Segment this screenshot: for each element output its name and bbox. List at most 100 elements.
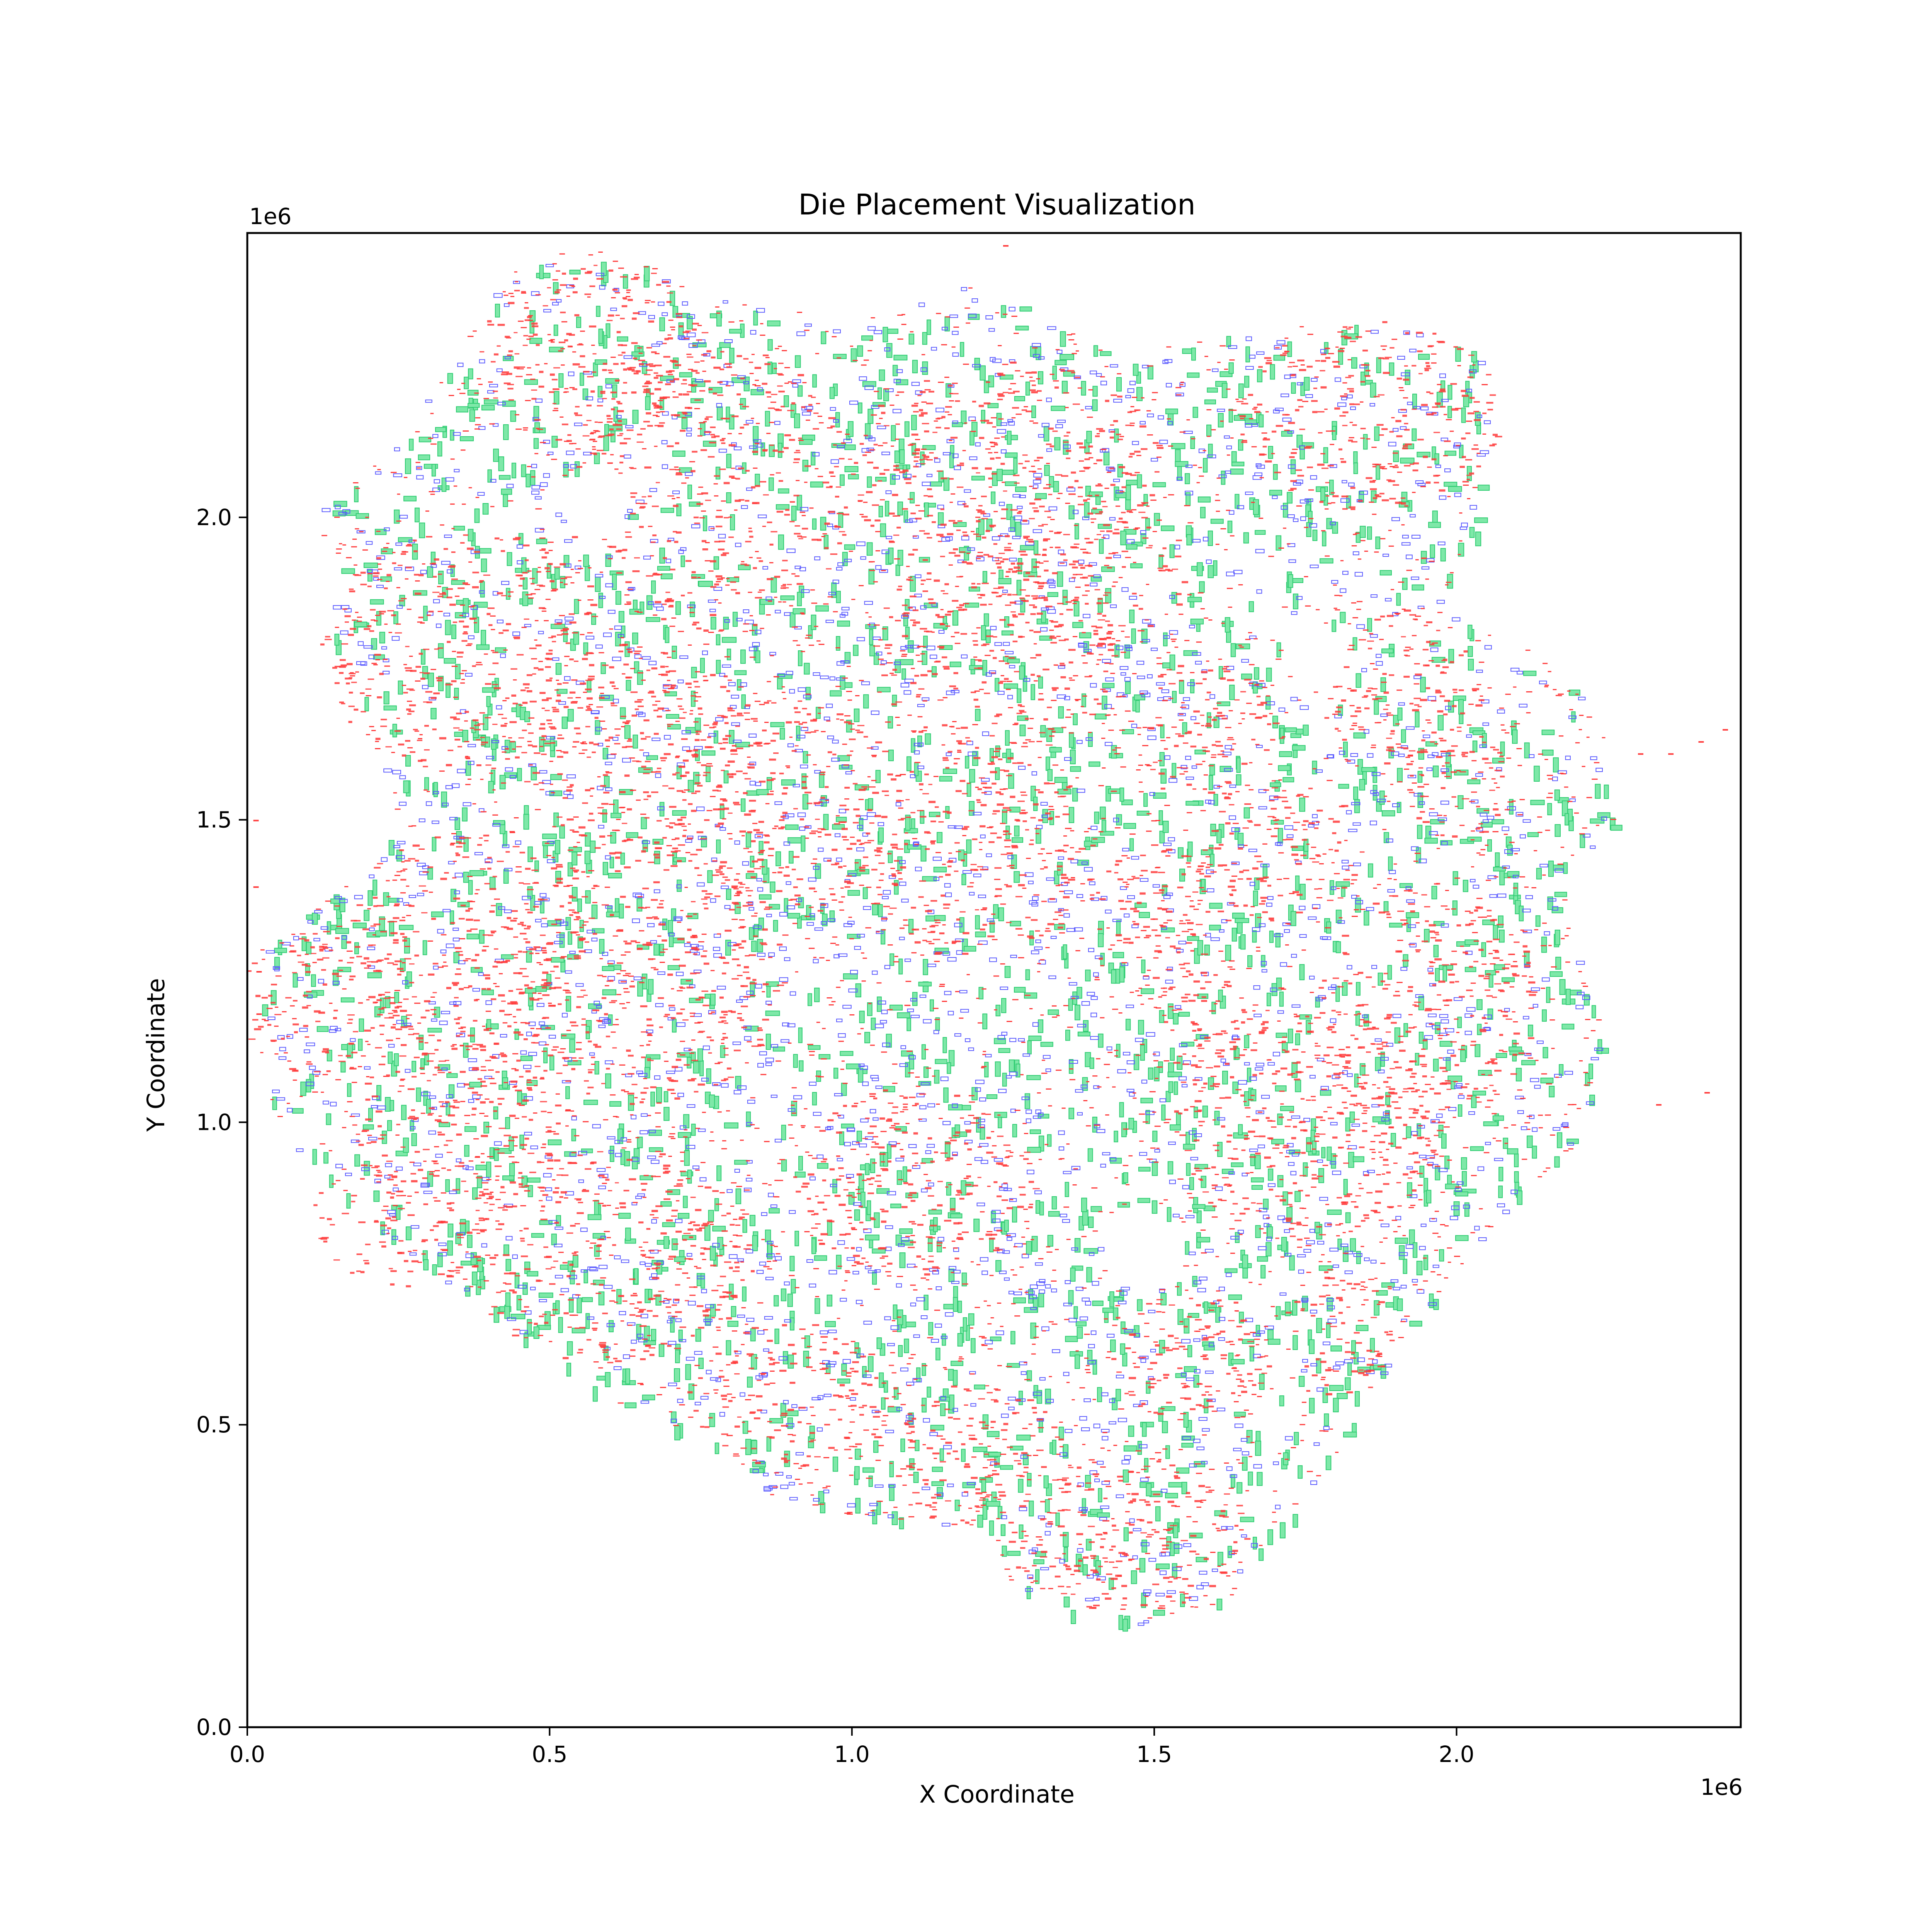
large-macro	[1251, 1177, 1264, 1183]
large-macro	[553, 812, 559, 827]
large-macro	[679, 467, 692, 473]
standard-cell	[623, 382, 627, 384]
large-macro	[1452, 900, 1458, 916]
standard-cell	[602, 369, 607, 371]
large-macro	[660, 573, 673, 580]
large-macro	[726, 1340, 731, 1355]
large-macro	[896, 1170, 902, 1185]
large-macro	[571, 1328, 586, 1333]
large-macro	[966, 839, 972, 854]
large-macro	[897, 549, 903, 566]
large-macro	[698, 1357, 704, 1369]
large-macro	[1038, 1019, 1044, 1033]
large-macro	[1269, 930, 1274, 943]
large-macro	[1370, 383, 1376, 398]
large-macro	[789, 851, 794, 864]
standard-cell	[535, 364, 540, 366]
large-macro	[928, 1238, 933, 1252]
large-macro	[551, 1233, 557, 1245]
large-macro	[1270, 364, 1275, 380]
large-macro	[1380, 677, 1386, 692]
large-macro	[1332, 619, 1337, 632]
large-macro	[756, 789, 769, 795]
standard-cell	[558, 350, 563, 352]
large-macro	[551, 624, 565, 629]
large-macro	[922, 332, 927, 345]
large-macro	[412, 1061, 417, 1072]
large-macro	[1292, 745, 1306, 751]
large-macro	[530, 470, 536, 486]
large-macro	[563, 555, 570, 568]
large-macro	[818, 1054, 831, 1060]
large-macro	[704, 1225, 711, 1241]
large-macro	[1309, 1398, 1315, 1413]
large-macro	[678, 1213, 690, 1219]
large-macro	[624, 1151, 630, 1167]
large-macro	[403, 780, 410, 793]
large-macro	[1559, 979, 1566, 995]
large-macro	[1418, 354, 1430, 360]
large-macro	[1165, 408, 1178, 415]
large-macro	[1089, 1057, 1094, 1069]
large-macro	[1499, 929, 1505, 943]
large-macro	[1227, 1546, 1232, 1558]
large-macro	[1110, 1339, 1116, 1352]
standard-cell	[600, 392, 605, 394]
large-macro	[1534, 765, 1540, 782]
large-macro	[701, 1273, 705, 1289]
large-macro	[483, 714, 488, 730]
large-macro	[620, 1149, 625, 1165]
large-macro	[1435, 968, 1440, 981]
large-macro	[1432, 510, 1438, 524]
standard-cell	[531, 322, 538, 325]
large-macro	[672, 306, 679, 318]
large-macro	[463, 837, 469, 852]
large-macro	[872, 1509, 878, 1524]
large-macro	[573, 1255, 578, 1268]
large-macro	[888, 750, 894, 761]
large-macro	[998, 907, 1004, 922]
large-macro	[1474, 517, 1488, 523]
large-macro	[939, 1448, 944, 1461]
large-macro	[971, 1087, 978, 1100]
large-macro	[354, 621, 367, 628]
large-macro	[1068, 807, 1075, 823]
large-macro	[1058, 1427, 1064, 1440]
large-macro	[1371, 490, 1377, 503]
large-macro	[810, 481, 823, 488]
large-macro	[1234, 1412, 1246, 1417]
large-macro	[1528, 1024, 1533, 1037]
large-macro	[499, 475, 511, 480]
large-macro	[1343, 1432, 1357, 1438]
standard-cell	[637, 434, 643, 435]
large-macro	[587, 680, 592, 693]
large-macro	[580, 372, 584, 386]
large-macro	[333, 969, 339, 986]
large-macro	[595, 577, 601, 592]
large-macro	[1415, 711, 1420, 728]
large-macro	[1259, 414, 1264, 428]
large-macro	[673, 357, 679, 369]
large-macro	[1492, 757, 1505, 764]
large-macro	[939, 776, 952, 782]
large-macro	[787, 913, 800, 919]
large-macro	[1159, 1340, 1165, 1354]
large-macro	[727, 1321, 738, 1327]
large-macro	[1010, 921, 1021, 927]
large-macro	[1295, 1080, 1301, 1092]
large-macro	[489, 877, 496, 890]
large-macro	[710, 1304, 716, 1317]
large-macro	[427, 868, 433, 880]
large-macro	[494, 1147, 499, 1161]
large-macro	[1162, 821, 1169, 833]
large-macro	[645, 396, 651, 410]
large-macro	[899, 449, 905, 464]
large-macro	[1088, 1216, 1094, 1228]
large-macro	[1287, 492, 1293, 504]
large-macro	[1278, 765, 1291, 771]
large-macro	[340, 997, 355, 1003]
large-macro	[1178, 1012, 1190, 1017]
large-macro	[1225, 617, 1231, 633]
large-macro	[653, 944, 660, 956]
large-macro	[634, 1268, 638, 1284]
